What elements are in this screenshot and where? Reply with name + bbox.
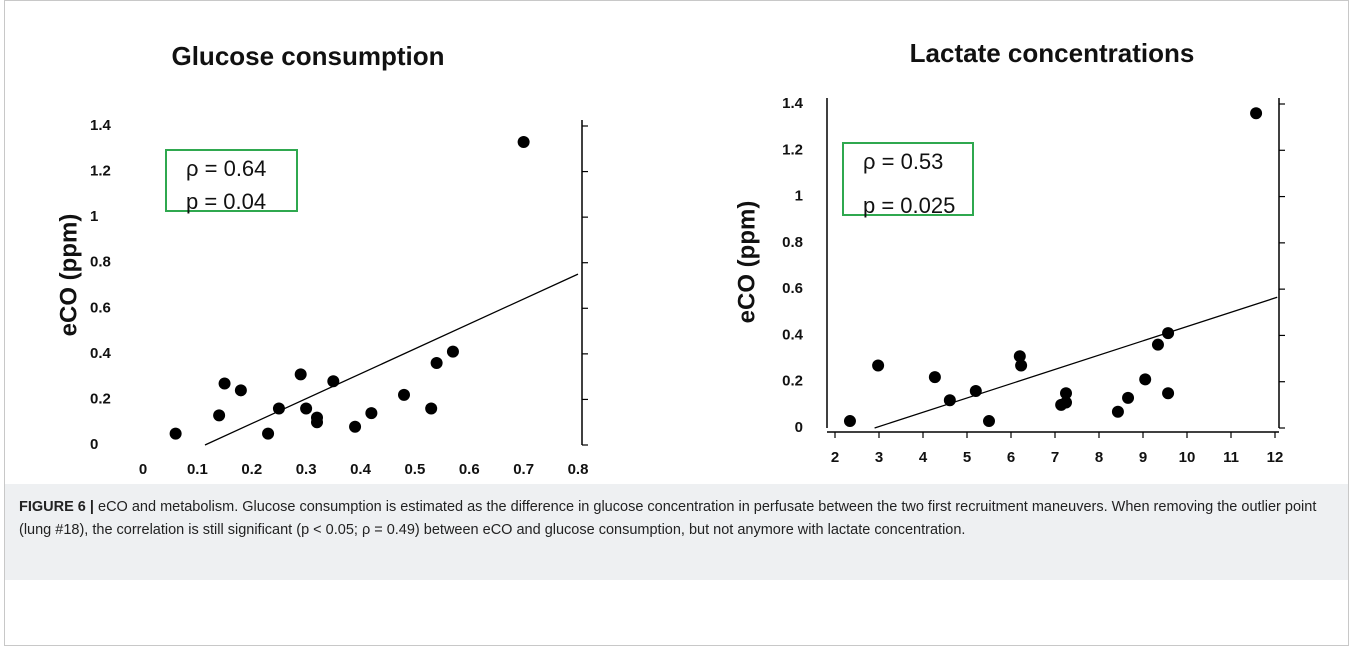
data-point [311,416,323,429]
data-point [398,388,410,401]
data-point [430,356,443,369]
y-tick-label: 0.6 [90,299,111,316]
y-tick-label: 1.4 [90,117,112,134]
y-tick-label: 0.6 [782,280,803,297]
data-point [1139,373,1152,386]
x-tick-label: 11 [1223,449,1239,466]
y-tick-label: 1.2 [782,141,803,158]
data-point [218,377,231,390]
y-tick-label: 1 [90,208,98,225]
x-tick-label: 10 [1179,449,1196,466]
x-tick-label: 12 [1267,449,1284,466]
data-point [1060,396,1072,409]
caption-label: FIGURE 6 | [19,499,94,515]
y-tick-label: 1.4 [782,95,804,112]
y-tick-label: 0.8 [782,234,803,251]
x-tick-label: 0.3 [296,461,317,478]
data-point [327,375,340,388]
data-point [425,402,438,415]
annotation: ρ = 0.53 [863,149,943,174]
y-tick-label: 0 [90,436,98,453]
data-point [872,359,885,372]
y-tick-label: 0.2 [782,373,803,390]
data-point [1122,391,1135,404]
data-point [928,371,941,384]
data-point [517,135,530,148]
data-point [1162,327,1175,340]
y-tick-label: 0.4 [782,326,804,343]
data-point [169,427,182,440]
data-point [1162,387,1175,400]
data-point [446,345,459,358]
data-point [1013,350,1026,363]
data-point [213,409,226,422]
data-point [294,368,307,381]
x-tick-label: 0 [139,461,147,478]
data-point [234,384,247,397]
x-tick-label: 2 [831,449,839,466]
x-tick-label: 0.2 [241,461,262,478]
x-tick-label: 7 [1051,449,1059,466]
data-point [300,402,313,415]
data-point [943,394,956,407]
figure-border [4,0,1349,646]
y-axis-label: eCO (ppm) [733,201,760,324]
annotation: ρ = 0.64 [186,156,266,181]
chart-title: Glucose consumption [171,41,444,71]
data-point [1151,338,1164,351]
y-tick-label: 0.4 [90,345,112,362]
caption-text: eCO and metabolism. Glucose consumption … [19,499,1317,538]
data-point [1250,107,1263,120]
data-point [983,415,995,428]
y-tick-label: 1 [795,188,803,205]
data-point [262,427,275,440]
x-tick-label: 5 [963,449,971,466]
annotation-box [165,149,298,212]
x-tick-label: 0.5 [404,461,425,478]
trend-line [204,273,579,446]
y-tick-label: 1.2 [90,163,111,180]
x-tick-label: 9 [1139,449,1147,466]
y-axis-label: eCO (ppm) [55,214,82,337]
trend-line [874,296,1278,429]
x-tick-label: 6 [1007,449,1015,466]
chart-title: Lactate concentrations [910,38,1195,68]
x-tick-label: 0.1 [187,461,208,478]
annotation: p = 0.04 [186,189,266,214]
data-point [272,402,285,415]
caption: FIGURE 6 | eCO and metabolism. Glucose c… [5,484,1348,580]
x-tick-label: 0.7 [513,461,534,478]
data-point [1111,405,1124,418]
y-tick-label: 0.2 [90,390,111,407]
annotation-box [842,142,974,216]
data-point [365,407,378,420]
x-tick-label: 3 [875,449,883,466]
x-tick-label: 0.8 [568,461,589,478]
annotation: p = 0.025 [863,193,955,218]
data-point [843,415,856,428]
x-tick-label: 8 [1095,449,1103,466]
data-point [1060,387,1072,400]
y-tick-label: 0.8 [90,254,111,271]
data-point [349,420,362,433]
data-point [969,384,982,397]
y-tick-label: 0 [795,419,803,436]
x-tick-label: 0.6 [459,461,480,478]
x-tick-label: 0.4 [350,461,372,478]
x-tick-label: 4 [919,449,928,466]
data-point [1015,359,1028,372]
